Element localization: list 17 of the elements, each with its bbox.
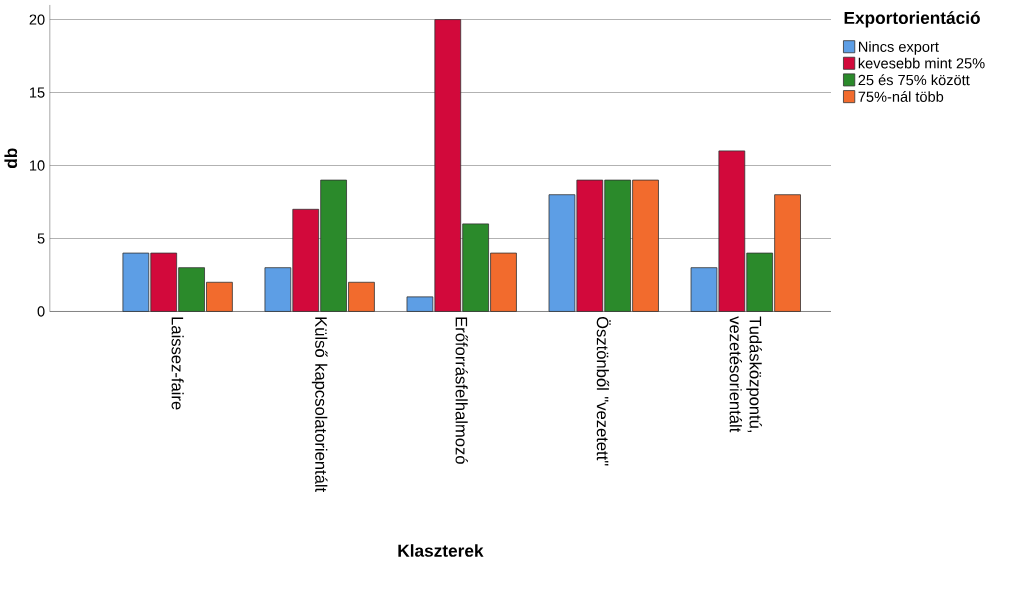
x-tick-label: Külső kapcsolatorientált [311, 317, 328, 493]
legend-label: Nincs export [859, 41, 939, 55]
y-tick-label: 20 [29, 14, 45, 25]
x-tick-label: Laissez-faire [171, 317, 184, 410]
x-axis-title: Klaszterek [398, 544, 484, 557]
legend-label: kevesebb mint 25% [858, 57, 985, 69]
legend-label: 25 és 75% között [858, 74, 970, 86]
legend-title: Exportorientáció [844, 11, 980, 28]
y-tick-label: 5 [37, 233, 45, 244]
legend-label: 75%-nál több [858, 91, 944, 102]
y-axis-title: db [4, 148, 18, 169]
x-tick-label: Ösztönből "vezetett" [596, 316, 611, 466]
x-tick-label: Tudásközpontú, vezetésorientált [729, 316, 762, 433]
y-tick-label: 15 [30, 87, 45, 98]
x-tick-label: Erőforrásfelhalmozó [455, 317, 468, 464]
y-tick-label: 10 [30, 160, 45, 171]
y-tick-label: 0 [37, 306, 45, 317]
